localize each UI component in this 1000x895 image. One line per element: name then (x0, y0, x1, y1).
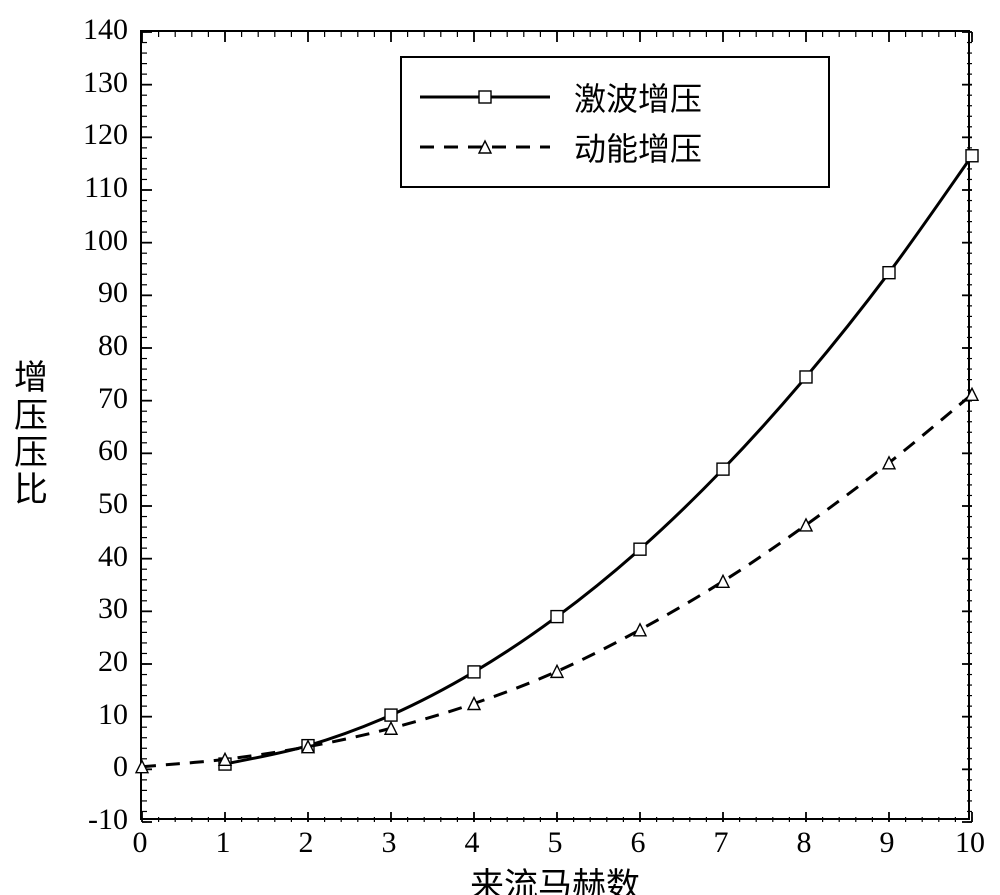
y-tick-label: 10 (68, 698, 128, 732)
legend-label: 激波增压 (574, 74, 702, 120)
x-tick-label: 8 (797, 826, 812, 860)
y-tick-label: 20 (68, 645, 128, 679)
y-tick-label: 120 (68, 118, 128, 152)
legend-swatch (420, 136, 550, 158)
x-tick-label: 0 (133, 826, 148, 860)
y-tick-label: 90 (68, 276, 128, 310)
y-tick-label: 110 (68, 171, 128, 205)
y-tick-label: 100 (68, 224, 128, 258)
y-tick-label: -10 (68, 803, 128, 837)
series-line (142, 394, 972, 766)
x-tick-label: 3 (382, 826, 397, 860)
chart-container: 增压压比 来流马赫数 激波增压动能增压 012345678910-1001020… (0, 0, 1000, 895)
x-axis-label: 来流马赫数 (435, 858, 675, 895)
legend-item: 动能增压 (420, 124, 808, 170)
legend-item: 激波增压 (420, 74, 808, 120)
x-tick-label: 1 (216, 826, 231, 860)
y-tick-label: 40 (68, 540, 128, 574)
y-axis-label: 增压压比 (14, 360, 48, 510)
x-tick-label: 7 (714, 826, 729, 860)
x-tick-label: 6 (631, 826, 646, 860)
x-tick-label: 9 (880, 826, 895, 860)
y-tick-label: 70 (68, 382, 128, 416)
y-tick-label: 80 (68, 329, 128, 363)
legend-swatch (420, 86, 550, 108)
y-tick-label: 0 (68, 750, 128, 784)
y-tick-label: 140 (68, 13, 128, 47)
x-tick-label: 10 (955, 826, 985, 860)
y-tick-label: 30 (68, 592, 128, 626)
y-tick-label: 50 (68, 487, 128, 521)
legend-label: 动能增压 (574, 124, 702, 170)
y-tick-label: 130 (68, 66, 128, 100)
series-line (225, 156, 972, 764)
x-tick-label: 4 (465, 826, 480, 860)
legend: 激波增压动能增压 (400, 56, 830, 188)
x-tick-label: 2 (299, 826, 314, 860)
y-tick-label: 60 (68, 434, 128, 468)
x-tick-label: 5 (548, 826, 563, 860)
